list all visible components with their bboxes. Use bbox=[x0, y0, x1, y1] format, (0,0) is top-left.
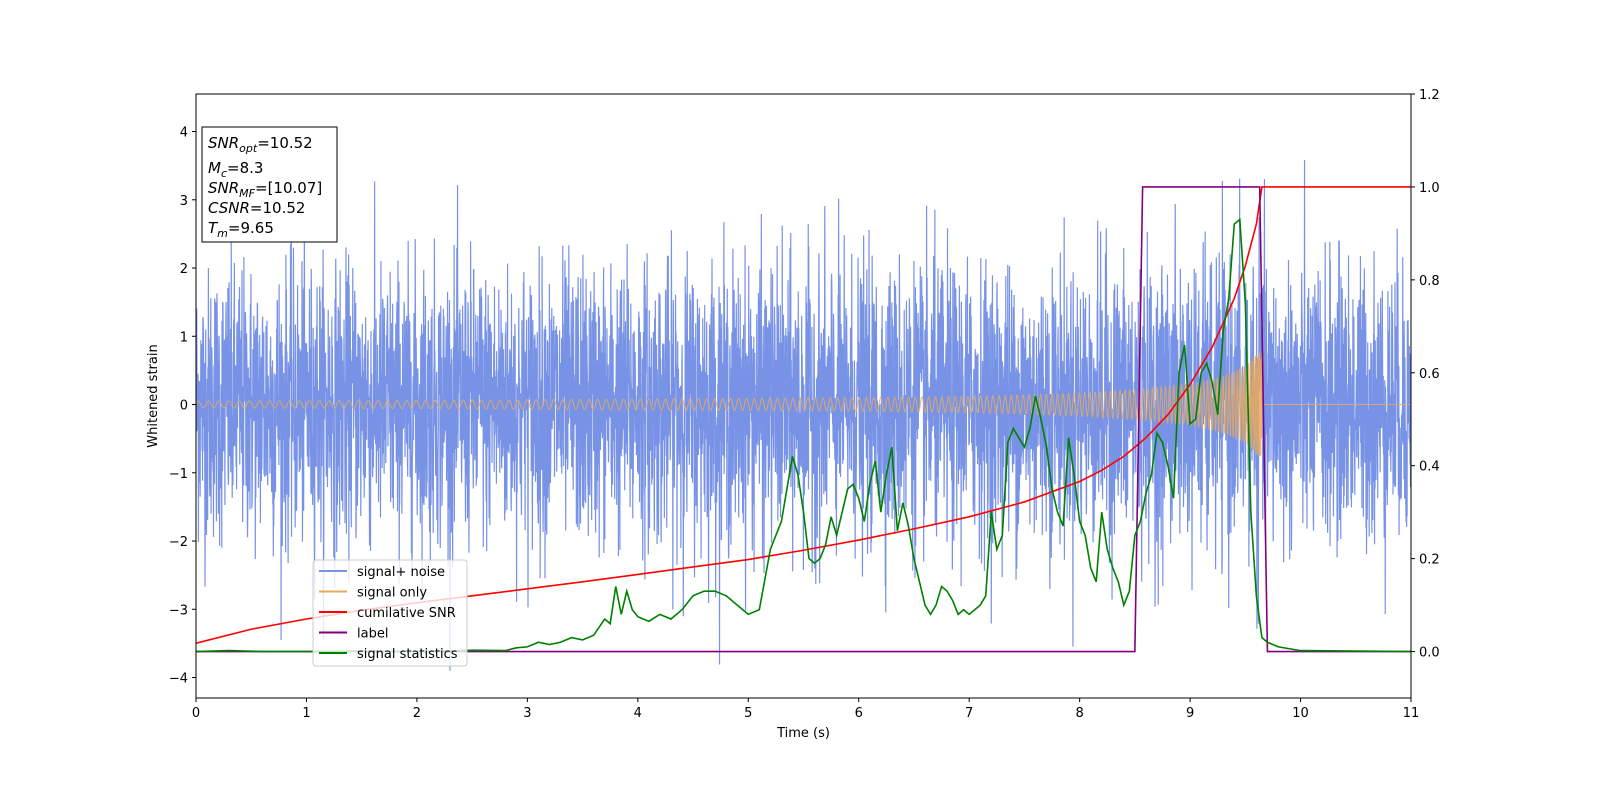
x-tick-label: 6 bbox=[855, 706, 863, 721]
info-line: Tm=9.65 bbox=[208, 219, 274, 240]
y-right-tick-label: 0.4 bbox=[1419, 460, 1440, 475]
y-left-tick-label: 4 bbox=[180, 126, 188, 141]
series-signal-only bbox=[196, 352, 1411, 457]
x-tick-label: 5 bbox=[744, 706, 752, 721]
legend-label: signal+ noise bbox=[357, 565, 445, 580]
series-line-1 bbox=[196, 186, 1411, 653]
x-tick-label: 10 bbox=[1292, 706, 1309, 721]
x-tick-label: 7 bbox=[965, 706, 973, 721]
x-axis-label: Time (s) bbox=[776, 726, 830, 741]
y-axis-label: Whitened strain bbox=[146, 344, 161, 447]
legend-label: signal statistics bbox=[357, 647, 458, 662]
info-box-frame bbox=[201, 126, 338, 243]
y-left-tick-label: 2 bbox=[180, 262, 188, 277]
y-left-tick-label: −3 bbox=[169, 603, 188, 618]
info-box: SNRopt=10.52 Mc=8.3SNRMF=[10.07]CSNR=10.5… bbox=[201, 126, 338, 243]
y-left-tick-label: 1 bbox=[180, 330, 188, 345]
legend-label: signal only bbox=[357, 586, 427, 601]
x-tick-label: 3 bbox=[523, 706, 531, 721]
x-tick-label: 1 bbox=[302, 706, 310, 721]
info-line: Mc=8.3 bbox=[208, 159, 263, 180]
x-tick-label: 4 bbox=[634, 706, 642, 721]
info-line: SNRopt=10.52 bbox=[208, 134, 313, 155]
legend-frame bbox=[312, 559, 468, 667]
x-tick-label: 0 bbox=[192, 706, 200, 721]
y-right-tick-label: 0.0 bbox=[1419, 646, 1440, 661]
y-right-tick-label: 1.0 bbox=[1419, 181, 1440, 196]
y-right-tick-label: 1.2 bbox=[1419, 88, 1440, 103]
y-left-tick-label: 0 bbox=[180, 399, 188, 414]
y-left-tick-label: 3 bbox=[180, 194, 188, 209]
series-signal-noise bbox=[196, 159, 1411, 671]
x-tick-label: 8 bbox=[1075, 706, 1083, 721]
x-tick-label: 9 bbox=[1186, 706, 1194, 721]
info-line: CSNR=10.52 bbox=[208, 199, 305, 217]
y-right-tick-label: 0.6 bbox=[1419, 367, 1440, 382]
series-line-2 bbox=[196, 217, 1411, 653]
y-left-tick-label: −1 bbox=[169, 467, 188, 482]
y-right-tick-label: 0.8 bbox=[1419, 274, 1440, 289]
info-line: SNRMF=[10.07] bbox=[208, 179, 322, 200]
x-tick-label: 2 bbox=[413, 706, 421, 721]
y-left-tick-label: −2 bbox=[169, 535, 188, 550]
x-tick-label: 11 bbox=[1403, 706, 1420, 721]
ticks-layer: 0 1 2 3 4 5 6 7 8 9 10 11 −4 −3 −2 −1 0 1 2 3 4 0.0 0.2 0.4 0.6 0… bbox=[169, 88, 1440, 721]
y-right-tick-label: 0.2 bbox=[1419, 553, 1440, 568]
y-left-tick-label: −4 bbox=[169, 672, 188, 687]
legend-label: label bbox=[357, 627, 388, 642]
legend-label: cumilative SNR bbox=[357, 606, 456, 621]
legend: signal+ noise signal only cumilative SNR la… bbox=[312, 559, 468, 667]
plot-frame bbox=[195, 93, 1412, 699]
